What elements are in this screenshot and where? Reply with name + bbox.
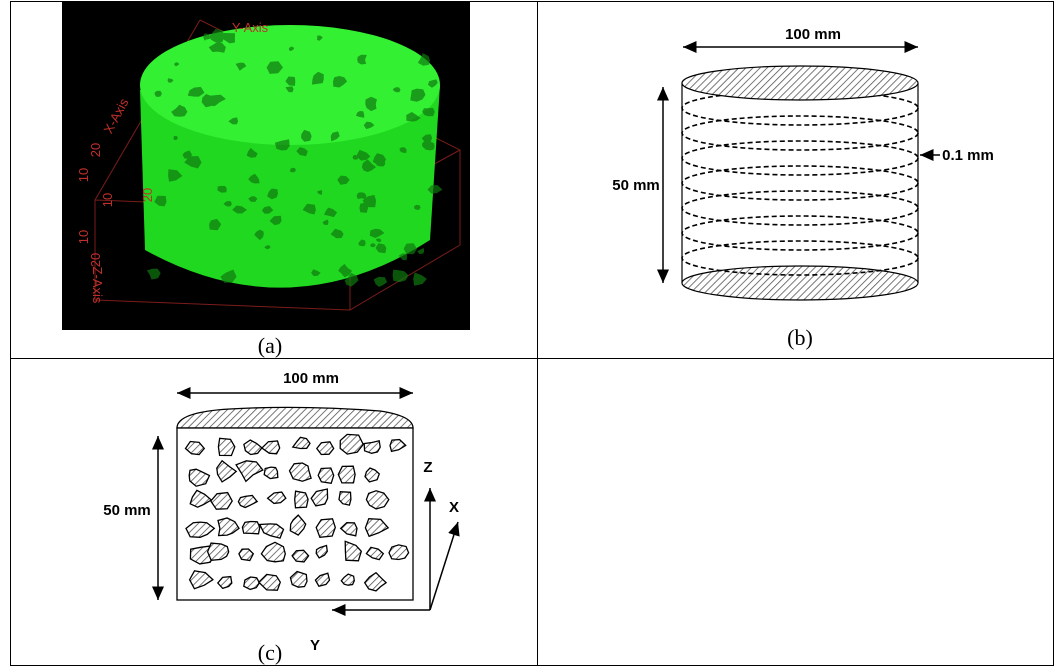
- height-label: 50 mm: [612, 177, 660, 194]
- aggregate: [295, 491, 308, 508]
- tick-label: 20: [88, 253, 103, 267]
- axis-label: Z-Axis: [90, 267, 105, 304]
- aggregate: [338, 466, 355, 483]
- cylinder: [682, 66, 918, 300]
- height-label: 50 mm: [103, 502, 151, 519]
- aggregate: [364, 441, 380, 454]
- aggregate: [389, 545, 409, 560]
- slice: [682, 191, 918, 225]
- axis-label: X: [449, 499, 459, 516]
- tick-label: 10: [76, 168, 91, 182]
- tick-label: 20: [140, 188, 155, 202]
- aggregate: [244, 577, 260, 589]
- caption: (c): [258, 640, 282, 665]
- slice: [682, 166, 918, 200]
- slice: [682, 216, 918, 250]
- axis-label: Y-Axis: [232, 20, 269, 35]
- aggregate: [239, 549, 253, 561]
- tick-label: 10: [100, 193, 115, 207]
- slice: [682, 141, 918, 175]
- axis-label: Y: [310, 637, 320, 654]
- panel-a: Y-Axis X-Axis Z-Axis 20 10 20 10 10 20 (…: [62, 2, 470, 358]
- caption: (b): [787, 325, 813, 350]
- cylinder-render: [140, 25, 442, 288]
- aggregate: [242, 522, 259, 534]
- axis-label: Z: [423, 459, 432, 476]
- panel-b: 100 mm 50 mm 0.1 mm (b): [612, 26, 994, 350]
- tick-label: 10: [76, 230, 91, 244]
- slice-label: 0.1 mm: [942, 147, 994, 164]
- slice: [682, 116, 918, 150]
- aggregate: [318, 468, 334, 483]
- panel-c: 100 mm 50 mm Z X Y (c): [103, 370, 459, 665]
- caption: (a): [258, 333, 282, 358]
- aggregate: [290, 463, 312, 481]
- tick-label: 20: [88, 143, 103, 157]
- top-cap: [177, 407, 413, 428]
- width-label: 100 mm: [785, 26, 841, 43]
- figure: Y-Axis X-Axis Z-Axis 20 10 20 10 10 20 (…: [0, 0, 1057, 666]
- width-label: 100 mm: [283, 370, 339, 387]
